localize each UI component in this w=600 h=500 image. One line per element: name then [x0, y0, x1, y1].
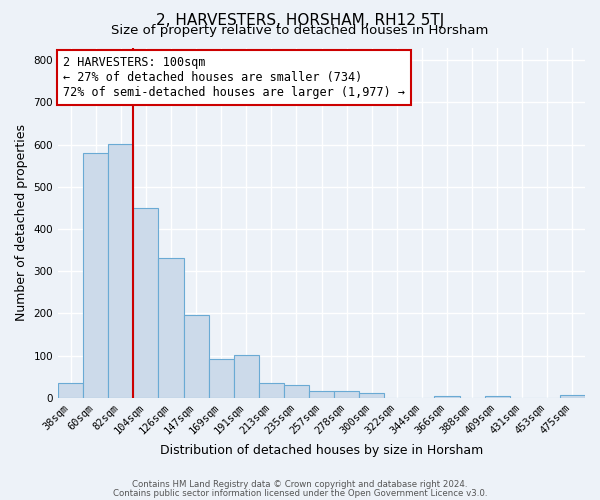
- X-axis label: Distribution of detached houses by size in Horsham: Distribution of detached houses by size …: [160, 444, 483, 458]
- Y-axis label: Number of detached properties: Number of detached properties: [15, 124, 28, 321]
- Bar: [309, 392, 334, 398]
- Bar: [233, 354, 259, 398]
- Bar: [485, 396, 510, 398]
- Bar: [108, 144, 133, 398]
- Bar: [83, 153, 108, 398]
- Bar: [184, 316, 209, 398]
- Bar: [560, 395, 585, 398]
- Bar: [259, 383, 284, 398]
- Text: 2, HARVESTERS, HORSHAM, RH12 5TJ: 2, HARVESTERS, HORSHAM, RH12 5TJ: [156, 12, 444, 28]
- Bar: [284, 385, 309, 398]
- Text: Contains public sector information licensed under the Open Government Licence v3: Contains public sector information licen…: [113, 488, 487, 498]
- Text: 2 HARVESTERS: 100sqm
← 27% of detached houses are smaller (734)
72% of semi-deta: 2 HARVESTERS: 100sqm ← 27% of detached h…: [64, 56, 406, 100]
- Bar: [334, 392, 359, 398]
- Bar: [209, 359, 233, 398]
- Bar: [133, 208, 158, 398]
- Bar: [359, 394, 384, 398]
- Bar: [434, 396, 460, 398]
- Text: Size of property relative to detached houses in Horsham: Size of property relative to detached ho…: [112, 24, 488, 37]
- Bar: [58, 383, 83, 398]
- Text: Contains HM Land Registry data © Crown copyright and database right 2024.: Contains HM Land Registry data © Crown c…: [132, 480, 468, 489]
- Bar: [158, 258, 184, 398]
